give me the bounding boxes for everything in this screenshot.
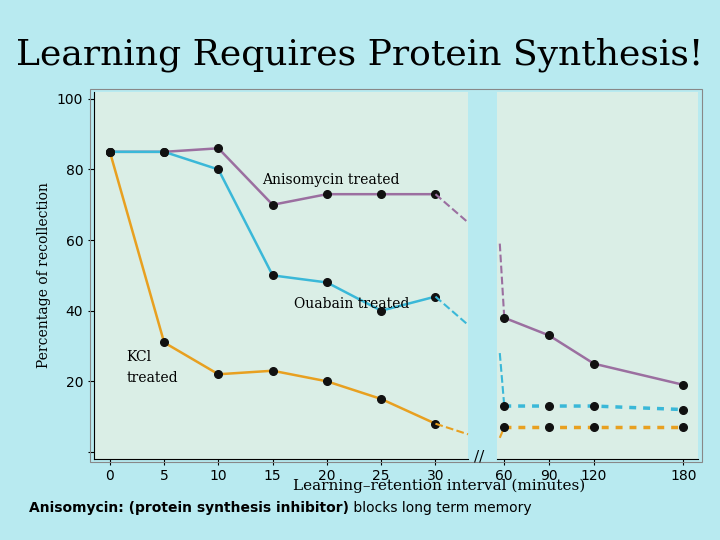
Text: Anisomycin: (protein synthesis inhibitor): Anisomycin: (protein synthesis inhibitor… <box>29 501 348 515</box>
Text: //: // <box>474 449 484 463</box>
Text: Learning–retention interval (minutes): Learning–retention interval (minutes) <box>293 479 585 493</box>
Text: Ouabain treated: Ouabain treated <box>294 296 410 310</box>
Y-axis label: Percentage of recollection: Percentage of recollection <box>37 183 51 368</box>
Text: Anisomycin treated: Anisomycin treated <box>262 173 400 187</box>
Text: treated: treated <box>126 371 178 385</box>
Text: KCl: KCl <box>126 349 151 363</box>
Text: blocks long term memory: blocks long term memory <box>349 501 532 515</box>
Text: Learning Requires Protein Synthesis!: Learning Requires Protein Synthesis! <box>17 38 703 72</box>
